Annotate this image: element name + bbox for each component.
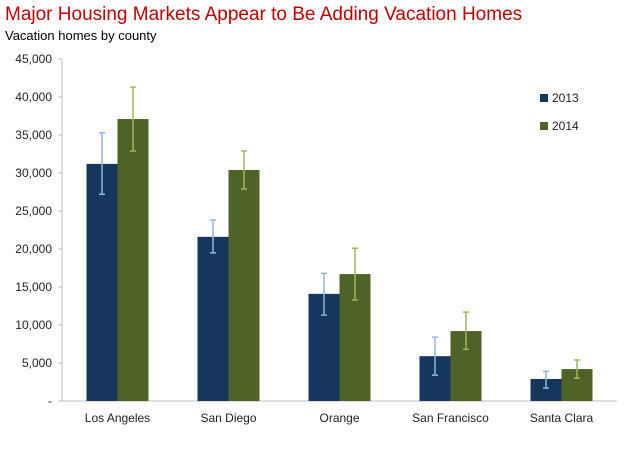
bar-2013 <box>197 236 229 401</box>
y-tick-label: 35,000 <box>15 128 52 142</box>
bar-2013 <box>530 378 562 401</box>
y-tick-label: 30,000 <box>15 166 52 180</box>
y-tick-label: 10,000 <box>15 318 52 332</box>
x-tick-label: San Francisco <box>412 411 489 425</box>
legend-label-2014: 2014 <box>552 119 579 133</box>
chart-subtitle: Vacation homes by county <box>5 28 157 43</box>
y-tick-label: 15,000 <box>15 280 52 294</box>
y-tick-label: 5,000 <box>22 356 52 370</box>
x-tick-label: San Diego <box>200 411 256 425</box>
y-tick-label: 40,000 <box>15 90 52 104</box>
y-tick-label: 45,000 <box>15 52 52 66</box>
bar-2014 <box>117 119 149 401</box>
x-tick-label: Orange <box>319 411 359 425</box>
x-tick-label: Santa Clara <box>530 411 594 425</box>
bar-2013 <box>86 163 118 401</box>
legend-swatch-2014 <box>540 122 548 130</box>
legend-label-2013: 2013 <box>552 91 579 105</box>
x-tick-label: Los Angeles <box>85 411 150 425</box>
chart-title: Major Housing Markets Appear to Be Addin… <box>5 4 523 25</box>
y-tick-label: 20,000 <box>15 242 52 256</box>
y-tick-label: - <box>48 394 52 408</box>
bar-2014 <box>228 169 260 401</box>
legend-swatch-2013 <box>540 94 548 102</box>
y-tick-label: 25,000 <box>15 204 52 218</box>
